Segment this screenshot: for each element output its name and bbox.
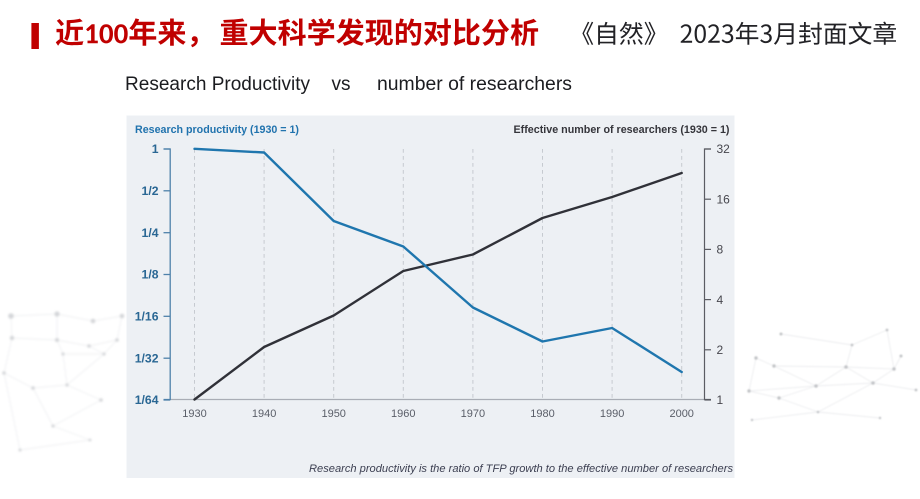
svg-text:1/16: 1/16	[135, 310, 159, 324]
svg-text:1930: 1930	[182, 408, 206, 420]
svg-text:1/8: 1/8	[142, 268, 159, 282]
svg-text:16: 16	[717, 192, 731, 206]
svg-text:1/32: 1/32	[135, 351, 159, 365]
svg-text:32: 32	[717, 142, 731, 156]
svg-text:1: 1	[717, 393, 724, 407]
svg-text:1/2: 1/2	[142, 184, 159, 198]
svg-text:8: 8	[717, 243, 724, 257]
svg-text:Effective number of researcher: Effective number of researchers (1930 = …	[514, 124, 730, 136]
svg-text:1990: 1990	[600, 408, 624, 420]
svg-text:2: 2	[717, 343, 724, 357]
svg-text:1950: 1950	[321, 408, 345, 420]
svg-text:Research productivity (1930 =: Research productivity (1930 = 1)	[135, 124, 299, 136]
svg-text:2000: 2000	[669, 408, 693, 420]
svg-text:1940: 1940	[252, 408, 276, 420]
svg-text:1/4: 1/4	[142, 226, 159, 240]
svg-text:1960: 1960	[391, 408, 415, 420]
svg-text:number of researchers: number of researchers	[377, 74, 572, 95]
svg-text:vs: vs	[332, 74, 351, 95]
svg-text:1: 1	[152, 142, 159, 156]
svg-text:Research Productivity: Research Productivity	[125, 74, 310, 95]
svg-text:1970: 1970	[461, 408, 485, 420]
svg-text:4: 4	[717, 293, 724, 307]
svg-text:1980: 1980	[530, 408, 554, 420]
svg-text:Research productivity is the r: Research productivity is the ratio of TF…	[309, 463, 733, 475]
svg-text:1/64: 1/64	[135, 393, 159, 407]
